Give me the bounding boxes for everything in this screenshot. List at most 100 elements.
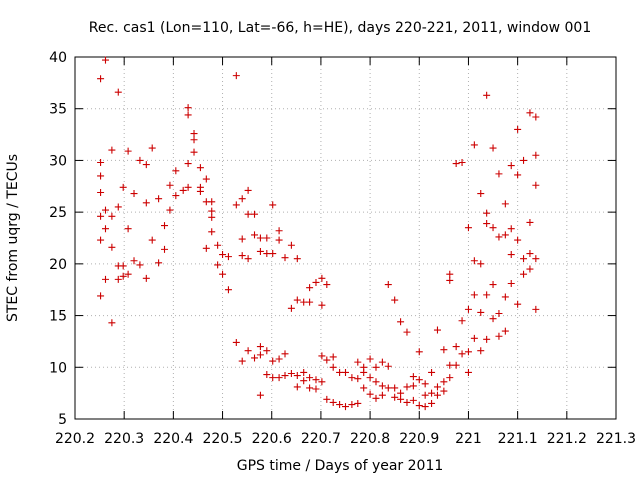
data-point-marker [318,378,326,386]
x-tick-label: 221.2 [547,431,587,447]
data-point-marker [433,391,441,399]
data-point-marker [119,262,127,270]
data-point-marker [287,241,295,249]
data-point-marker [384,362,392,370]
x-tick-label: 220.6 [252,431,292,447]
chart-title: Rec. cas1 (Lon=110, Lat=-66, h=HE), days… [89,20,591,36]
data-point-marker [520,270,528,278]
x-tick-labels: 220.2 220.3 220.4 220.5 220.6 220.7 220.8 220.9… [55,431,636,447]
data-point-marker [329,398,337,406]
y-tick-label: 10 [49,360,67,376]
data-point-marker [97,158,105,166]
data-point-marker [477,190,485,198]
data-point-marker [275,227,283,235]
data-point-marker [184,111,192,119]
data-point-marker [238,357,246,365]
data-point-marker [244,347,252,355]
data-point-marker [415,348,423,356]
data-point-marker [155,259,163,267]
data-point-marker [397,395,405,403]
data-point-marker [214,261,222,269]
data-point-marker [312,376,320,384]
data-point-marker [372,378,380,386]
data-point-marker [440,346,448,354]
data-point-marker [238,235,246,243]
data-point-marker [501,327,509,335]
data-point-marker [378,358,386,366]
data-point-marker [415,402,423,410]
data-point-marker [124,270,132,278]
data-point-marker [342,368,349,376]
data-point-marker [520,255,528,263]
data-point-marker [114,88,122,96]
data-point-marker [403,398,411,406]
x-tick-label: 220.2 [55,431,95,447]
data-point-marker [97,172,105,180]
data-point-marker [329,363,337,371]
data-point-marker [190,130,198,138]
data-point-marker [232,201,240,209]
data-point-marker [470,334,478,342]
y-tick-label: 35 [49,102,67,118]
data-point-marker [161,245,169,253]
data-point-marker [495,332,503,340]
data-point-marker [501,293,509,301]
data-point-marker [458,317,466,325]
data-point-marker [312,385,320,393]
data-point-marker [348,401,356,409]
data-point-marker [318,352,326,360]
data-point-marker [300,377,308,385]
data-point-marker [269,201,277,209]
data-point-marker [366,390,374,398]
y-tick-label: 30 [49,153,67,169]
data-point-marker [409,382,417,390]
data-point-marker [348,374,356,382]
x-tick-label: 221.3 [596,431,636,447]
y-tick-labels: 5 10 15 20 25 30 35 40 [49,50,67,428]
data-point-marker [507,162,515,170]
data-point-marker [391,296,399,304]
data-point-marker [495,310,503,318]
data-point-marker [391,384,399,392]
data-point-marker [421,391,429,399]
data-point-marker [470,257,478,265]
data-point-marker [114,203,122,211]
data-point-marker [306,374,314,382]
data-point-marker [101,206,109,214]
data-point-marker [526,109,534,117]
data-point-marker [269,357,277,365]
x-tick-label: 220.5 [202,431,242,447]
data-point-marker [532,255,540,263]
data-point-marker [232,72,240,80]
data-point-marker [263,234,271,242]
data-point-marker [306,298,314,306]
data-point-marker [108,243,116,251]
data-point-marker [526,250,534,258]
data-point-marker [483,220,491,228]
y-tick-label: 25 [49,205,67,221]
data-point-marker [342,403,349,411]
data-point-marker [190,148,198,156]
data-point-marker [130,257,138,265]
data-point-marker [421,380,429,388]
data-point-marker [489,315,497,323]
data-point-marker [251,231,259,239]
data-point-marker [384,281,392,289]
data-point-marker [514,171,522,179]
data-point-marker [403,328,411,336]
data-point-marker [354,358,362,366]
data-point-marker [452,361,460,369]
data-point-marker [483,209,491,217]
data-point-marker [318,274,326,282]
data-point-marker [142,161,150,169]
data-point-marker [148,144,156,152]
data-point-marker [263,250,271,258]
data-point-marker [409,396,417,404]
data-point-marker [360,384,368,392]
data-point-marker [281,350,289,358]
data-point-marker [184,104,192,112]
data-point-marker [446,276,454,284]
data-point-marker [244,255,252,263]
data-point-marker [397,318,405,326]
data-point-marker [179,186,187,194]
